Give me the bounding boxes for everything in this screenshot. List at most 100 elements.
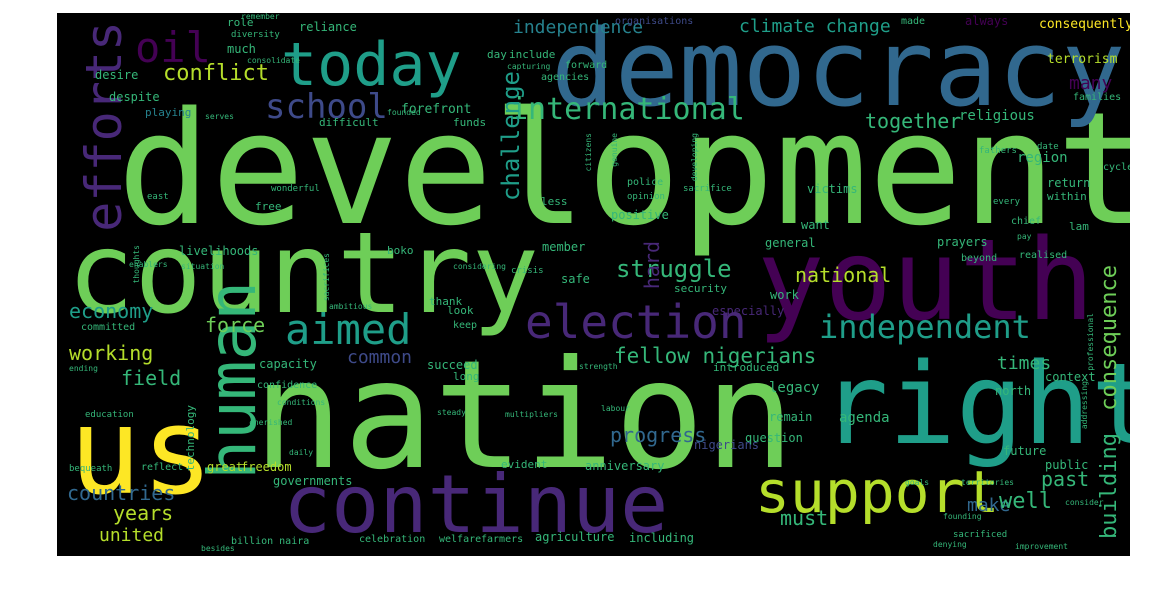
word-countries: countries bbox=[67, 481, 176, 505]
word-common: common bbox=[347, 347, 413, 368]
word-governments: governments bbox=[273, 474, 353, 488]
word-continue: continue bbox=[283, 458, 669, 551]
word-consequently: consequently bbox=[1039, 17, 1130, 32]
word-include: include bbox=[509, 48, 556, 61]
word-desire: desire bbox=[95, 68, 139, 82]
word-freedom: freedom bbox=[241, 460, 292, 474]
word-despite: despite bbox=[109, 90, 160, 104]
word-founding: founding bbox=[943, 512, 982, 521]
word-nation: nation bbox=[253, 329, 795, 503]
word-date: date bbox=[1037, 142, 1059, 152]
word-victims: victims bbox=[807, 182, 858, 196]
word-well: well bbox=[999, 489, 1052, 514]
word-every: every bbox=[993, 197, 1021, 207]
word-beyond: beyond bbox=[961, 253, 998, 264]
word-struggle: struggle bbox=[616, 255, 732, 283]
word-billion-naira: billion naira bbox=[231, 536, 310, 547]
word-forefront: forefront bbox=[401, 102, 472, 117]
word-chief: chief bbox=[1011, 216, 1042, 227]
word-situation: situation bbox=[181, 262, 225, 271]
word-keep: keep bbox=[453, 320, 478, 331]
word-field: field bbox=[121, 366, 182, 390]
word-welfare: welfare bbox=[439, 534, 482, 545]
word-organisations: organisations bbox=[615, 16, 694, 27]
word-consequence: consequence bbox=[1097, 265, 1122, 411]
word-question: question bbox=[745, 431, 803, 445]
word-multipliers: multipliers bbox=[505, 410, 558, 419]
word-positive: positive bbox=[611, 208, 669, 222]
word-besides: besides bbox=[201, 544, 235, 553]
word-families: families bbox=[1073, 92, 1122, 103]
word-opinion: opinion bbox=[627, 192, 665, 202]
word-developing: developing bbox=[690, 133, 699, 182]
word-reliance: reliance bbox=[299, 20, 357, 34]
word-economy: economy bbox=[69, 299, 154, 323]
word-country: country bbox=[67, 209, 540, 339]
word-strength: strength bbox=[579, 362, 618, 371]
word-thank: thank bbox=[429, 295, 463, 308]
word-today: today bbox=[281, 30, 462, 100]
word-territories: territories bbox=[961, 478, 1014, 487]
word-evident: evident bbox=[501, 458, 548, 471]
word-development: development bbox=[117, 78, 1130, 260]
word-fellow-nigerians: fellow nigerians bbox=[614, 344, 817, 368]
word-day: day bbox=[487, 48, 507, 61]
word-building: building bbox=[1097, 433, 1122, 539]
word-school: school bbox=[265, 87, 388, 127]
word-aimed: aimed bbox=[285, 305, 412, 354]
word-international: international bbox=[510, 92, 745, 127]
word-farmers: farmers bbox=[481, 534, 524, 545]
word-safe: safe bbox=[561, 272, 590, 286]
word-north: north bbox=[995, 384, 1032, 398]
word-capturing: capturing bbox=[507, 62, 551, 71]
word-years: years bbox=[113, 501, 174, 525]
word-sacrifice: sacrifice bbox=[683, 184, 732, 194]
word-education: education bbox=[85, 410, 134, 420]
word-considering: considering bbox=[453, 262, 506, 271]
word-together: together bbox=[865, 109, 962, 133]
word-challenge: challenge bbox=[497, 71, 525, 202]
word-nigerians: nigerians bbox=[694, 438, 760, 452]
word-remember: remember bbox=[241, 13, 280, 21]
word-context: context bbox=[1045, 370, 1096, 384]
word-security: security bbox=[674, 282, 727, 295]
word-ambitious: ambitious bbox=[329, 302, 373, 311]
word-playing: playing bbox=[145, 106, 192, 119]
word-including: including bbox=[629, 531, 695, 545]
word-less: less bbox=[541, 195, 568, 208]
word-independence: independence bbox=[513, 17, 644, 38]
word-efforts: efforts bbox=[75, 21, 133, 232]
word-funds: funds bbox=[453, 116, 487, 129]
word-ending: ending bbox=[69, 364, 98, 373]
word-religious: religious bbox=[959, 108, 1035, 124]
word-always: always bbox=[965, 14, 1009, 28]
word-difficult: difficult bbox=[319, 116, 379, 129]
word-right: right bbox=[821, 340, 1130, 470]
word-free: free bbox=[255, 200, 282, 213]
word-professional: professional bbox=[1086, 313, 1095, 371]
word-diversity: diversity bbox=[231, 30, 280, 40]
word-work: work bbox=[770, 288, 799, 302]
word-many: many bbox=[1069, 73, 1113, 94]
word-united: united bbox=[99, 525, 165, 546]
word-public: public bbox=[1045, 458, 1089, 472]
word-national: national bbox=[795, 263, 892, 287]
word-forward: forward bbox=[565, 60, 608, 71]
word-citizens: citizens bbox=[584, 133, 593, 172]
word-terrorism: terrorism bbox=[1047, 52, 1118, 67]
word-role: role bbox=[227, 16, 254, 29]
word-force: force bbox=[205, 313, 266, 337]
word-youth: youth bbox=[757, 216, 1095, 346]
word-steady: steady bbox=[437, 408, 466, 417]
word-daily: daily bbox=[289, 448, 314, 457]
word-celebration: celebration bbox=[359, 534, 426, 545]
word-anniversary: anniversary bbox=[585, 459, 665, 473]
word-democracy: democracy bbox=[551, 13, 1126, 130]
word-improvement: improvement bbox=[1015, 542, 1068, 551]
word-us: us bbox=[69, 383, 214, 522]
word-confidence: confidence bbox=[257, 380, 318, 391]
word-labour: labour bbox=[601, 404, 630, 413]
word-agencies: agencies bbox=[541, 72, 590, 83]
word-police: police bbox=[627, 177, 664, 188]
word-cloud-canvas: development nation democracy country you… bbox=[57, 13, 1130, 556]
